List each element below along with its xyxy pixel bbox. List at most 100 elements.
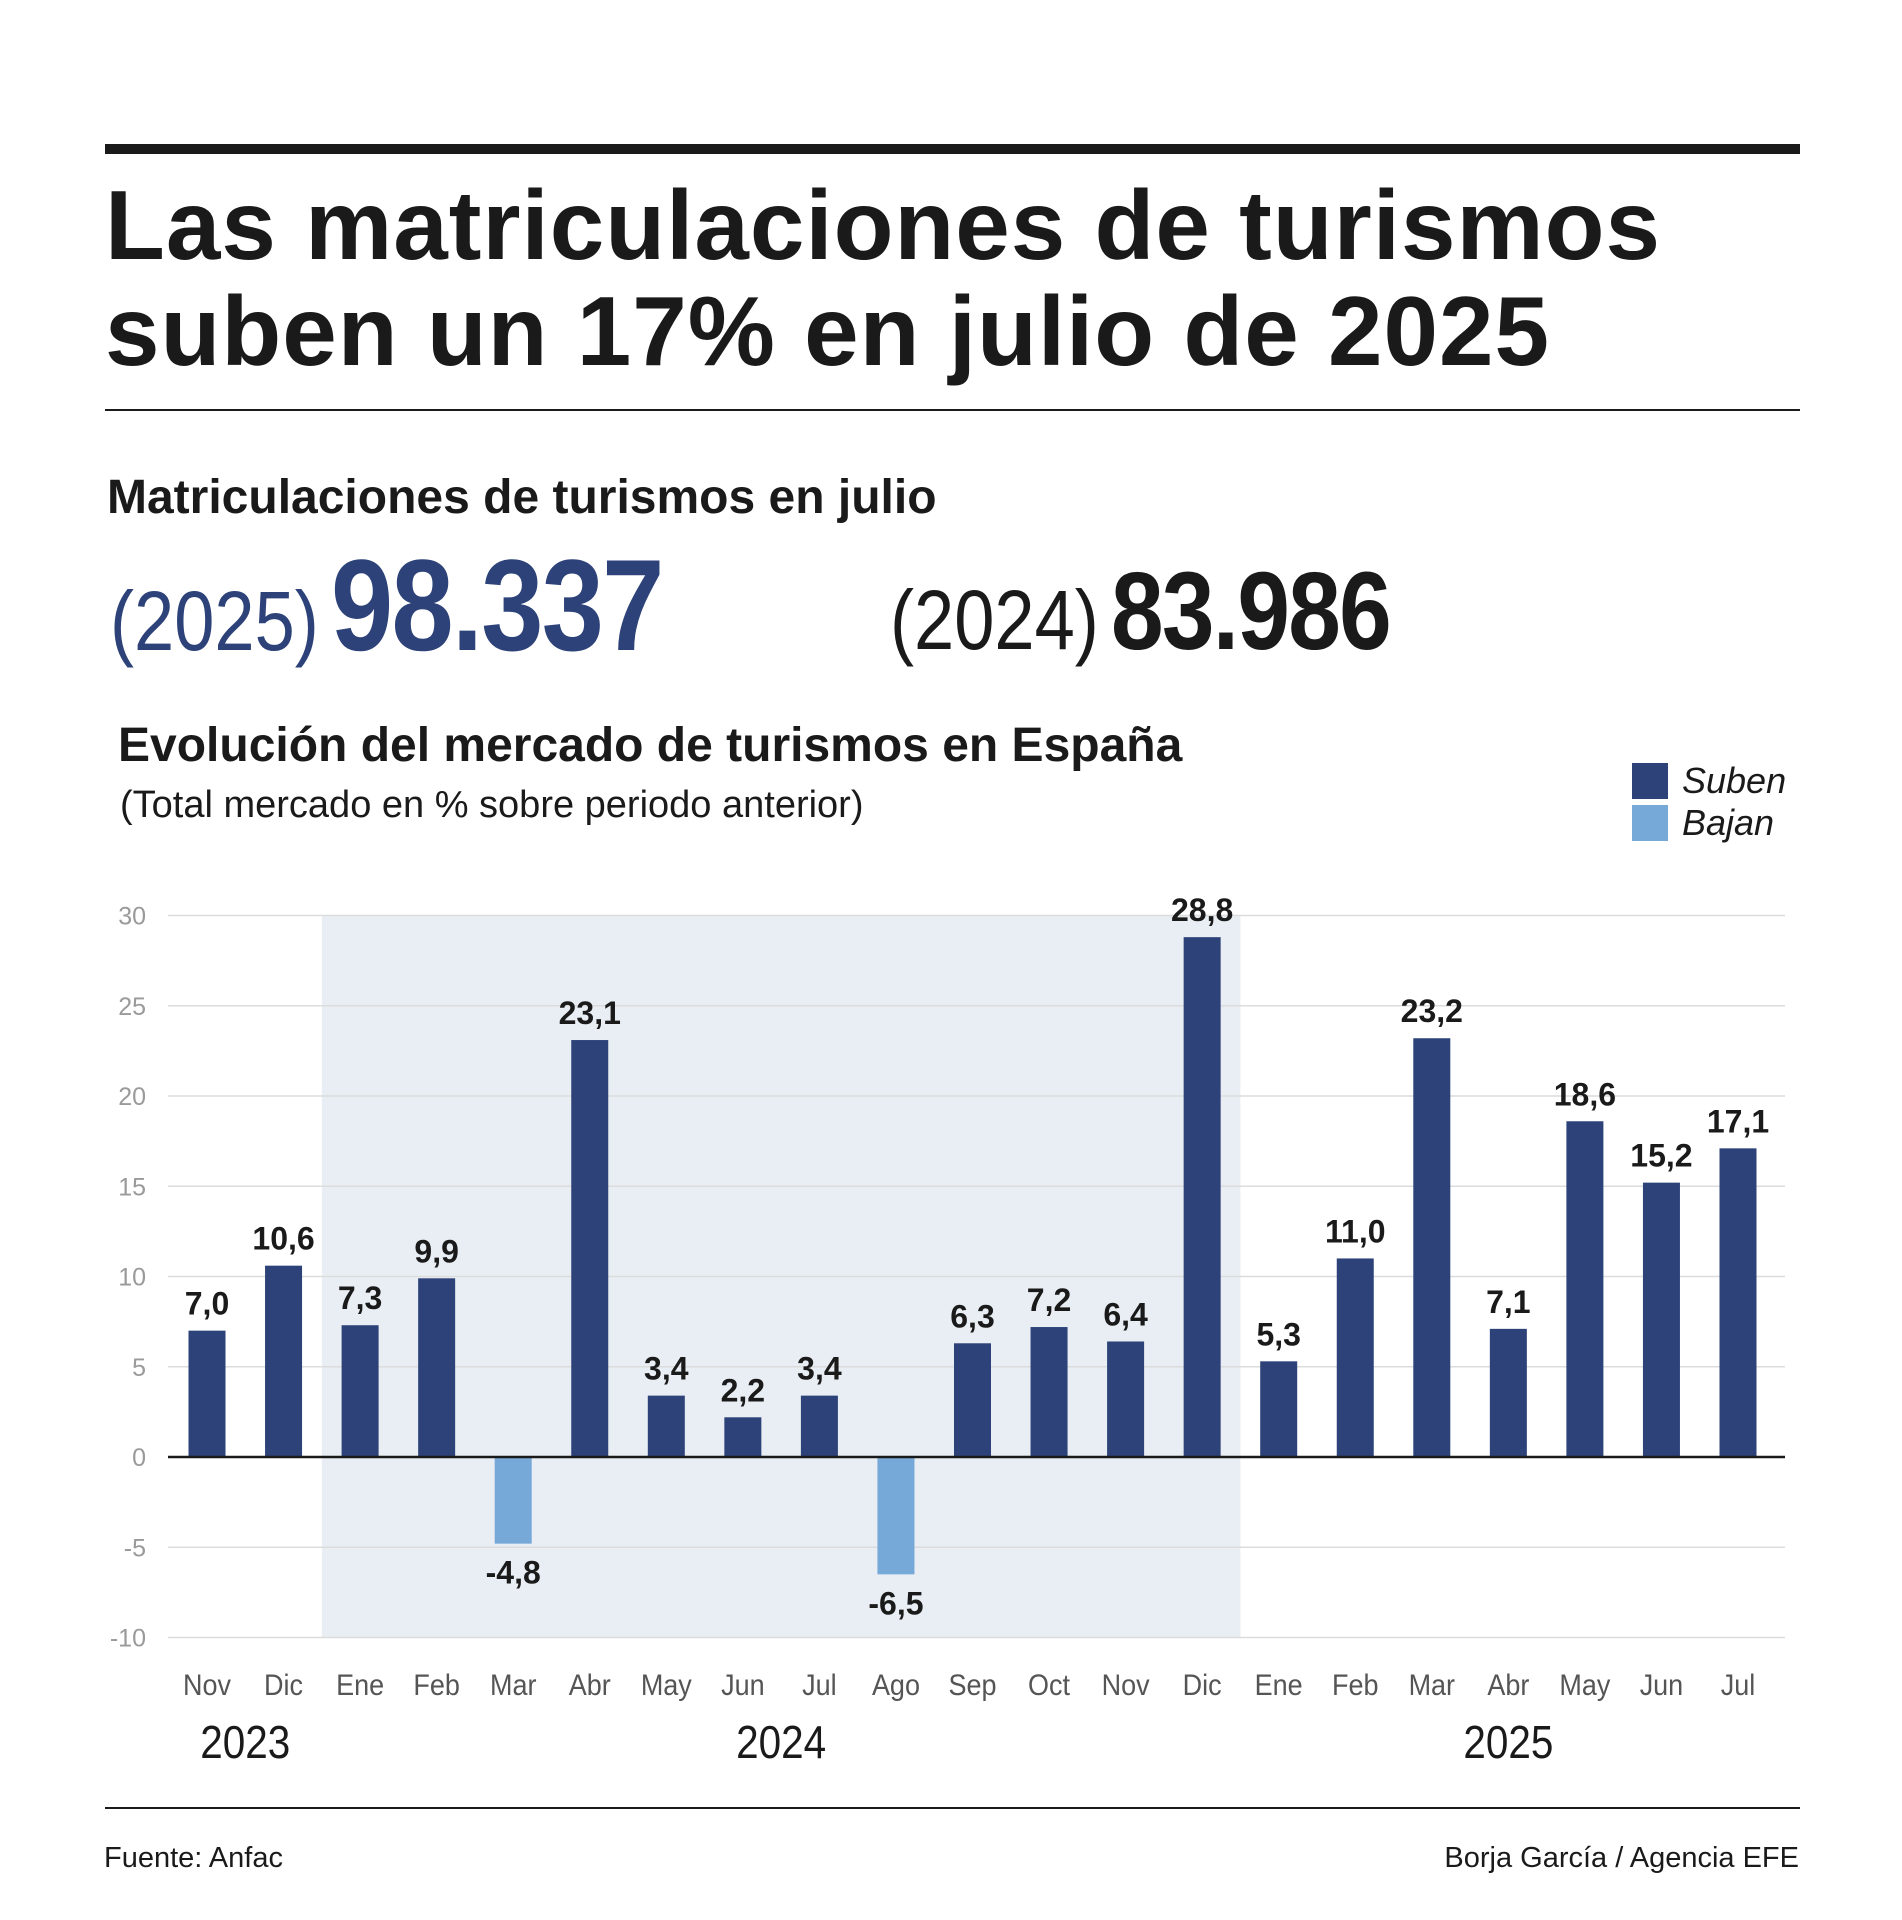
year-label: 2024 <box>736 1718 826 1769</box>
value-label: 6,3 <box>950 1298 994 1334</box>
bar <box>1336 1258 1374 1457</box>
y-tick-label: 30 <box>118 903 146 931</box>
value-2024: 83.986 <box>1110 550 1392 673</box>
x-tick-label: Abr <box>569 1669 611 1703</box>
value-label: 5,3 <box>1256 1316 1300 1352</box>
y-tick-label: 10 <box>118 1264 146 1292</box>
bar <box>877 1457 915 1575</box>
chart-legend: Suben Bajan <box>1632 760 1786 844</box>
registrations-2025: (2025)98.337 <box>110 530 716 680</box>
x-tick-label: Jul <box>802 1669 836 1703</box>
value-label: -6,5 <box>868 1585 923 1621</box>
bar <box>1489 1328 1527 1457</box>
y-tick-label: 25 <box>118 993 146 1021</box>
x-tick-label: Feb <box>413 1669 459 1703</box>
x-tick-label: May <box>641 1669 693 1703</box>
value-label: 15,2 <box>1630 1138 1692 1174</box>
x-tick-label: Nov <box>1102 1669 1151 1703</box>
value-label: 10,6 <box>252 1221 314 1257</box>
x-tick-label: Dic <box>264 1669 303 1703</box>
value-label: 23,1 <box>559 995 621 1031</box>
value-label: 7,1 <box>1486 1284 1530 1320</box>
bar <box>1107 1341 1145 1457</box>
bar <box>954 1343 991 1457</box>
x-tick-label: Ene <box>336 1669 384 1703</box>
value-label: 7,3 <box>338 1280 382 1316</box>
x-tick-label: Abr <box>1487 1669 1529 1703</box>
x-tick-label: Jul <box>1721 1669 1755 1703</box>
x-tick-label: Oct <box>1028 1669 1070 1703</box>
chart-title: Evolución del mercado de turismos en Esp… <box>118 719 1183 772</box>
bar <box>1719 1148 1757 1457</box>
registrations-2024: (2024) 83.986 <box>890 548 1435 698</box>
year-2025-label: (2025) <box>110 574 319 668</box>
value-label: 18,6 <box>1554 1076 1616 1112</box>
y-tick-label: 0 <box>132 1444 146 1472</box>
bar <box>1030 1327 1068 1457</box>
value-2025: 98.337 <box>330 532 664 678</box>
x-tick-label: Mar <box>490 1669 537 1703</box>
headline-rule <box>105 409 1800 411</box>
x-tick-label: Sep <box>948 1669 996 1703</box>
value-label: 11,0 <box>1325 1213 1386 1249</box>
legend-label-down: Bajan <box>1682 802 1775 843</box>
bar <box>341 1325 379 1457</box>
chart-subtitle: (Total mercado en % sobre periodo anteri… <box>120 784 864 826</box>
year-label: 2025 <box>1463 1718 1553 1769</box>
value-label: 28,8 <box>1171 892 1233 928</box>
headline: Las matriculaciones de turismos suben un… <box>105 172 1825 384</box>
value-label: 3,4 <box>797 1351 842 1387</box>
bar <box>571 1040 609 1457</box>
bar <box>800 1395 838 1457</box>
bar <box>1413 1038 1451 1457</box>
y-tick-label: -5 <box>124 1534 146 1562</box>
legend-item-down: Bajan <box>1632 802 1786 844</box>
y-tick-label: 15 <box>118 1173 146 1201</box>
value-label: 7,0 <box>185 1286 229 1322</box>
x-tick-label: Ago <box>872 1669 920 1703</box>
value-label: 2,2 <box>721 1372 765 1408</box>
legend-swatch-up <box>1632 763 1668 799</box>
source-note: Fuente: Anfac <box>104 1842 283 1874</box>
bar <box>494 1457 532 1544</box>
y-tick-label: -10 <box>110 1625 146 1653</box>
value-label: 3,4 <box>644 1351 689 1387</box>
headline-line2: suben un 17% en julio de 2025 <box>105 276 1550 386</box>
year-label: 2023 <box>200 1718 290 1769</box>
value-label: 6,4 <box>1103 1296 1148 1332</box>
x-tick-label: May <box>1559 1669 1611 1703</box>
bar <box>188 1330 226 1457</box>
value-label: 23,2 <box>1401 993 1463 1029</box>
legend-swatch-down <box>1632 805 1668 841</box>
bar <box>418 1278 456 1457</box>
bar <box>724 1417 762 1457</box>
footer-rule <box>105 1807 1800 1809</box>
x-tick-label: Ene <box>1255 1669 1303 1703</box>
x-tick-label: Dic <box>1183 1669 1222 1703</box>
y-tick-label: 5 <box>132 1354 146 1382</box>
value-label: -4,8 <box>486 1555 541 1591</box>
bar <box>1642 1182 1680 1457</box>
x-tick-label: Jun <box>1640 1669 1684 1703</box>
credit-note: Borja García / Agencia EFE <box>1444 1842 1799 1874</box>
x-tick-label: Jun <box>721 1669 765 1703</box>
legend-item-up: Suben <box>1632 760 1786 802</box>
x-tick-label: Feb <box>1332 1669 1378 1703</box>
headline-line1: Las matriculaciones de turismos <box>105 170 1661 280</box>
value-label: 17,1 <box>1707 1103 1769 1139</box>
bar <box>1260 1361 1298 1457</box>
top-rule <box>105 144 1800 154</box>
x-tick-label: Nov <box>183 1669 232 1703</box>
y-tick-label: 20 <box>118 1083 146 1111</box>
registrations-title: Matriculaciones de turismos en julio <box>107 471 937 524</box>
year-2024-label: (2024) <box>890 573 1099 667</box>
value-label: 9,9 <box>414 1233 458 1269</box>
bar <box>647 1395 685 1457</box>
bar <box>1566 1121 1604 1457</box>
bar <box>265 1265 303 1457</box>
bar <box>1183 937 1221 1457</box>
legend-label-up: Suben <box>1682 760 1787 801</box>
value-label: 7,2 <box>1027 1282 1071 1318</box>
x-tick-label: Mar <box>1409 1669 1456 1703</box>
